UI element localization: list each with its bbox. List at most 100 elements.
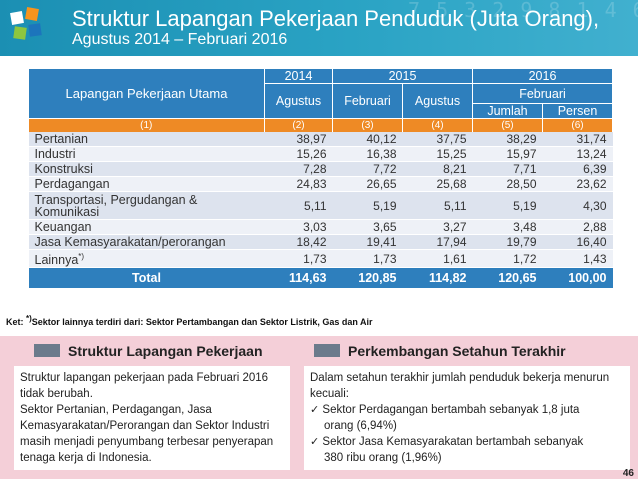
table-row: Konstruksi 7,28 7,72 8,21 7,71 6,39 <box>28 161 613 178</box>
table-index-row: (1) (2) (3) (4) (5) (6) <box>28 118 613 132</box>
section-heading-text: Perkembangan Setahun Terakhir <box>348 343 566 359</box>
bps-logo-icon <box>10 7 42 40</box>
section-heading-left: Struktur Lapangan Pekerjaan <box>34 343 263 363</box>
table-row: Transportasi, Pergudangan & Komunikasi 5… <box>28 191 613 221</box>
column-header-jumlah: Jumlah <box>472 103 543 119</box>
right-section-intro: Dalam setahun terakhir jumlah penduduk b… <box>310 372 610 400</box>
table-cell: 26,65 <box>332 176 403 193</box>
bullet-continuation: 380 ribu orang (1,96%) <box>324 452 442 464</box>
table-footnote: Ket: *)Sektor lainnya terdiri dari: Sekt… <box>6 314 373 327</box>
row-label: Keuangan <box>28 219 265 236</box>
table-cell: 1,43 <box>542 249 613 269</box>
table-cell: 24,83 <box>264 176 333 193</box>
index-cell: (2) <box>264 118 333 132</box>
bullet-item-jasa: ✓ Sektor Jasa Kemasyarakatan bertambah s… <box>310 434 628 450</box>
table-cell: 3,27 <box>402 219 473 236</box>
employment-table-wrapper: Lapangan Pekerjaan Utama 2014 2015 2016 … <box>28 68 613 288</box>
table-cell: 5,11 <box>264 191 333 221</box>
table-header-row-years: Lapangan Pekerjaan Utama 2014 2015 2016 <box>28 68 613 119</box>
table-cell: 7,72 <box>332 161 403 178</box>
heading-bar-icon <box>34 344 60 357</box>
index-cell: (1) <box>28 118 265 132</box>
table-cell: 16,40 <box>542 234 613 251</box>
column-header-main: Lapangan Pekerjaan Utama <box>28 68 265 119</box>
total-cell: 114,82 <box>402 267 473 288</box>
table-cell: 1,73 <box>264 249 333 269</box>
table-cell: 15,25 <box>402 146 473 163</box>
left-text-box: Struktur lapangan pekerjaan pada Februar… <box>14 366 290 470</box>
footnote-marker: *) <box>78 252 85 262</box>
column-header-persen: Persen <box>542 103 613 119</box>
heading-bar-icon <box>314 344 340 357</box>
column-header-year-2016: 2016 <box>472 68 613 84</box>
table-cell: 7,71 <box>472 161 543 178</box>
table-cell: 4,30 <box>542 191 613 221</box>
left-section-text: Struktur lapangan pekerjaan pada Februar… <box>20 372 274 464</box>
page-title: Struktur Lapangan Pekerjaan Penduduk (Ju… <box>72 6 600 31</box>
table-cell: 5,11 <box>402 191 473 221</box>
table-cell: 5,19 <box>472 191 543 221</box>
table-cell: 3,03 <box>264 219 333 236</box>
table-cell: 1,61 <box>402 249 473 269</box>
row-label: Perdagangan <box>28 176 265 193</box>
column-header-year-2015: 2015 <box>332 68 473 84</box>
table-cell: 8,21 <box>402 161 473 178</box>
table-cell: 1,72 <box>472 249 543 269</box>
column-header-februari-2015: Februari <box>332 83 403 119</box>
summary-panel: Struktur Lapangan Pekerjaan Perkembangan… <box>0 336 638 479</box>
table-cell: 23,62 <box>542 176 613 193</box>
right-section-content: Dalam setahun terakhir jumlah penduduk b… <box>310 370 628 466</box>
header-number-pattern: 7 5 3 2 9 8 1 4 6 0 2 5 8 7 1 3 9 6 4 0 … <box>408 0 638 22</box>
footnote-text: Sektor lainnya terdiri dari: Sektor Pert… <box>31 317 373 327</box>
column-header-agustus-2014: Agustus <box>264 83 333 119</box>
table-cell: 18,42 <box>264 234 333 251</box>
table-cell: 13,24 <box>542 146 613 163</box>
index-cell: (5) <box>472 118 543 132</box>
footnote-prefix: Ket: <box>6 317 26 327</box>
column-header-year-2014: 2014 <box>264 68 333 84</box>
employment-table: Lapangan Pekerjaan Utama 2014 2015 2016 … <box>28 68 613 288</box>
row-label: Jasa Kemasyarakatan/perorangan <box>28 234 265 251</box>
page-number: 46 <box>622 468 634 479</box>
row-label: Pertanian <box>28 132 265 148</box>
row-label-lainnya: Lainnya*) <box>28 249 265 269</box>
total-cell: 120,65 <box>472 267 543 288</box>
table-cell: 31,74 <box>542 132 613 148</box>
row-label: Industri <box>28 146 265 163</box>
page-subtitle: Agustus 2014 – Februari 2016 <box>72 31 288 48</box>
index-cell: (4) <box>402 118 473 132</box>
table-cell: 38,29 <box>472 132 543 148</box>
bullet-item-perdagangan: ✓ Sektor Perdagangan bertambah sebanyak … <box>310 402 628 418</box>
table-cell: 5,19 <box>332 191 403 221</box>
bullet-text: Sektor Perdagangan bertambah sebanyak 1,… <box>322 404 580 416</box>
table-cell: 1,73 <box>332 249 403 269</box>
table-cell: 3,48 <box>472 219 543 236</box>
table-cell: 37,75 <box>402 132 473 148</box>
bullet-continuation: orang (6,94%) <box>324 420 397 432</box>
table-cell: 40,12 <box>332 132 403 148</box>
total-cell: 114,63 <box>264 267 333 288</box>
table-cell: 28,50 <box>472 176 543 193</box>
table-header-row-sub: Jumlah Persen <box>29 103 613 119</box>
table-cell: 25,68 <box>402 176 473 193</box>
table-cell: 38,97 <box>264 132 333 148</box>
table-row: Industri 15,26 16,38 15,25 15,97 13,24 <box>28 146 613 163</box>
table-cell: 17,94 <box>402 234 473 251</box>
table-row: Pertanian 38,97 40,12 37,75 38,29 31,74 <box>28 132 613 148</box>
index-cell: (6) <box>542 118 613 132</box>
checkmark-icon: ✓ <box>310 436 320 448</box>
table-cell: 7,28 <box>264 161 333 178</box>
table-row: Keuangan 3,03 3,65 3,27 3,48 2,88 <box>28 219 613 236</box>
total-label: Total <box>28 267 265 288</box>
slide-header: 7 5 3 2 9 8 1 4 6 0 2 5 8 7 1 3 9 6 4 0 … <box>0 0 638 56</box>
index-cell: (3) <box>332 118 403 132</box>
total-cell: 100,00 <box>542 267 613 288</box>
table-cell: 19,79 <box>472 234 543 251</box>
section-heading-text: Struktur Lapangan Pekerjaan <box>68 343 263 359</box>
row-label: Transportasi, Pergudangan & Komunikasi <box>28 191 265 221</box>
table-cell: 6,39 <box>542 161 613 178</box>
row-label: Konstruksi <box>28 161 265 178</box>
table-cell: 19,41 <box>332 234 403 251</box>
table-cell: 15,26 <box>264 146 333 163</box>
table-row: Jasa Kemasyarakatan/perorangan 18,42 19,… <box>28 234 613 251</box>
